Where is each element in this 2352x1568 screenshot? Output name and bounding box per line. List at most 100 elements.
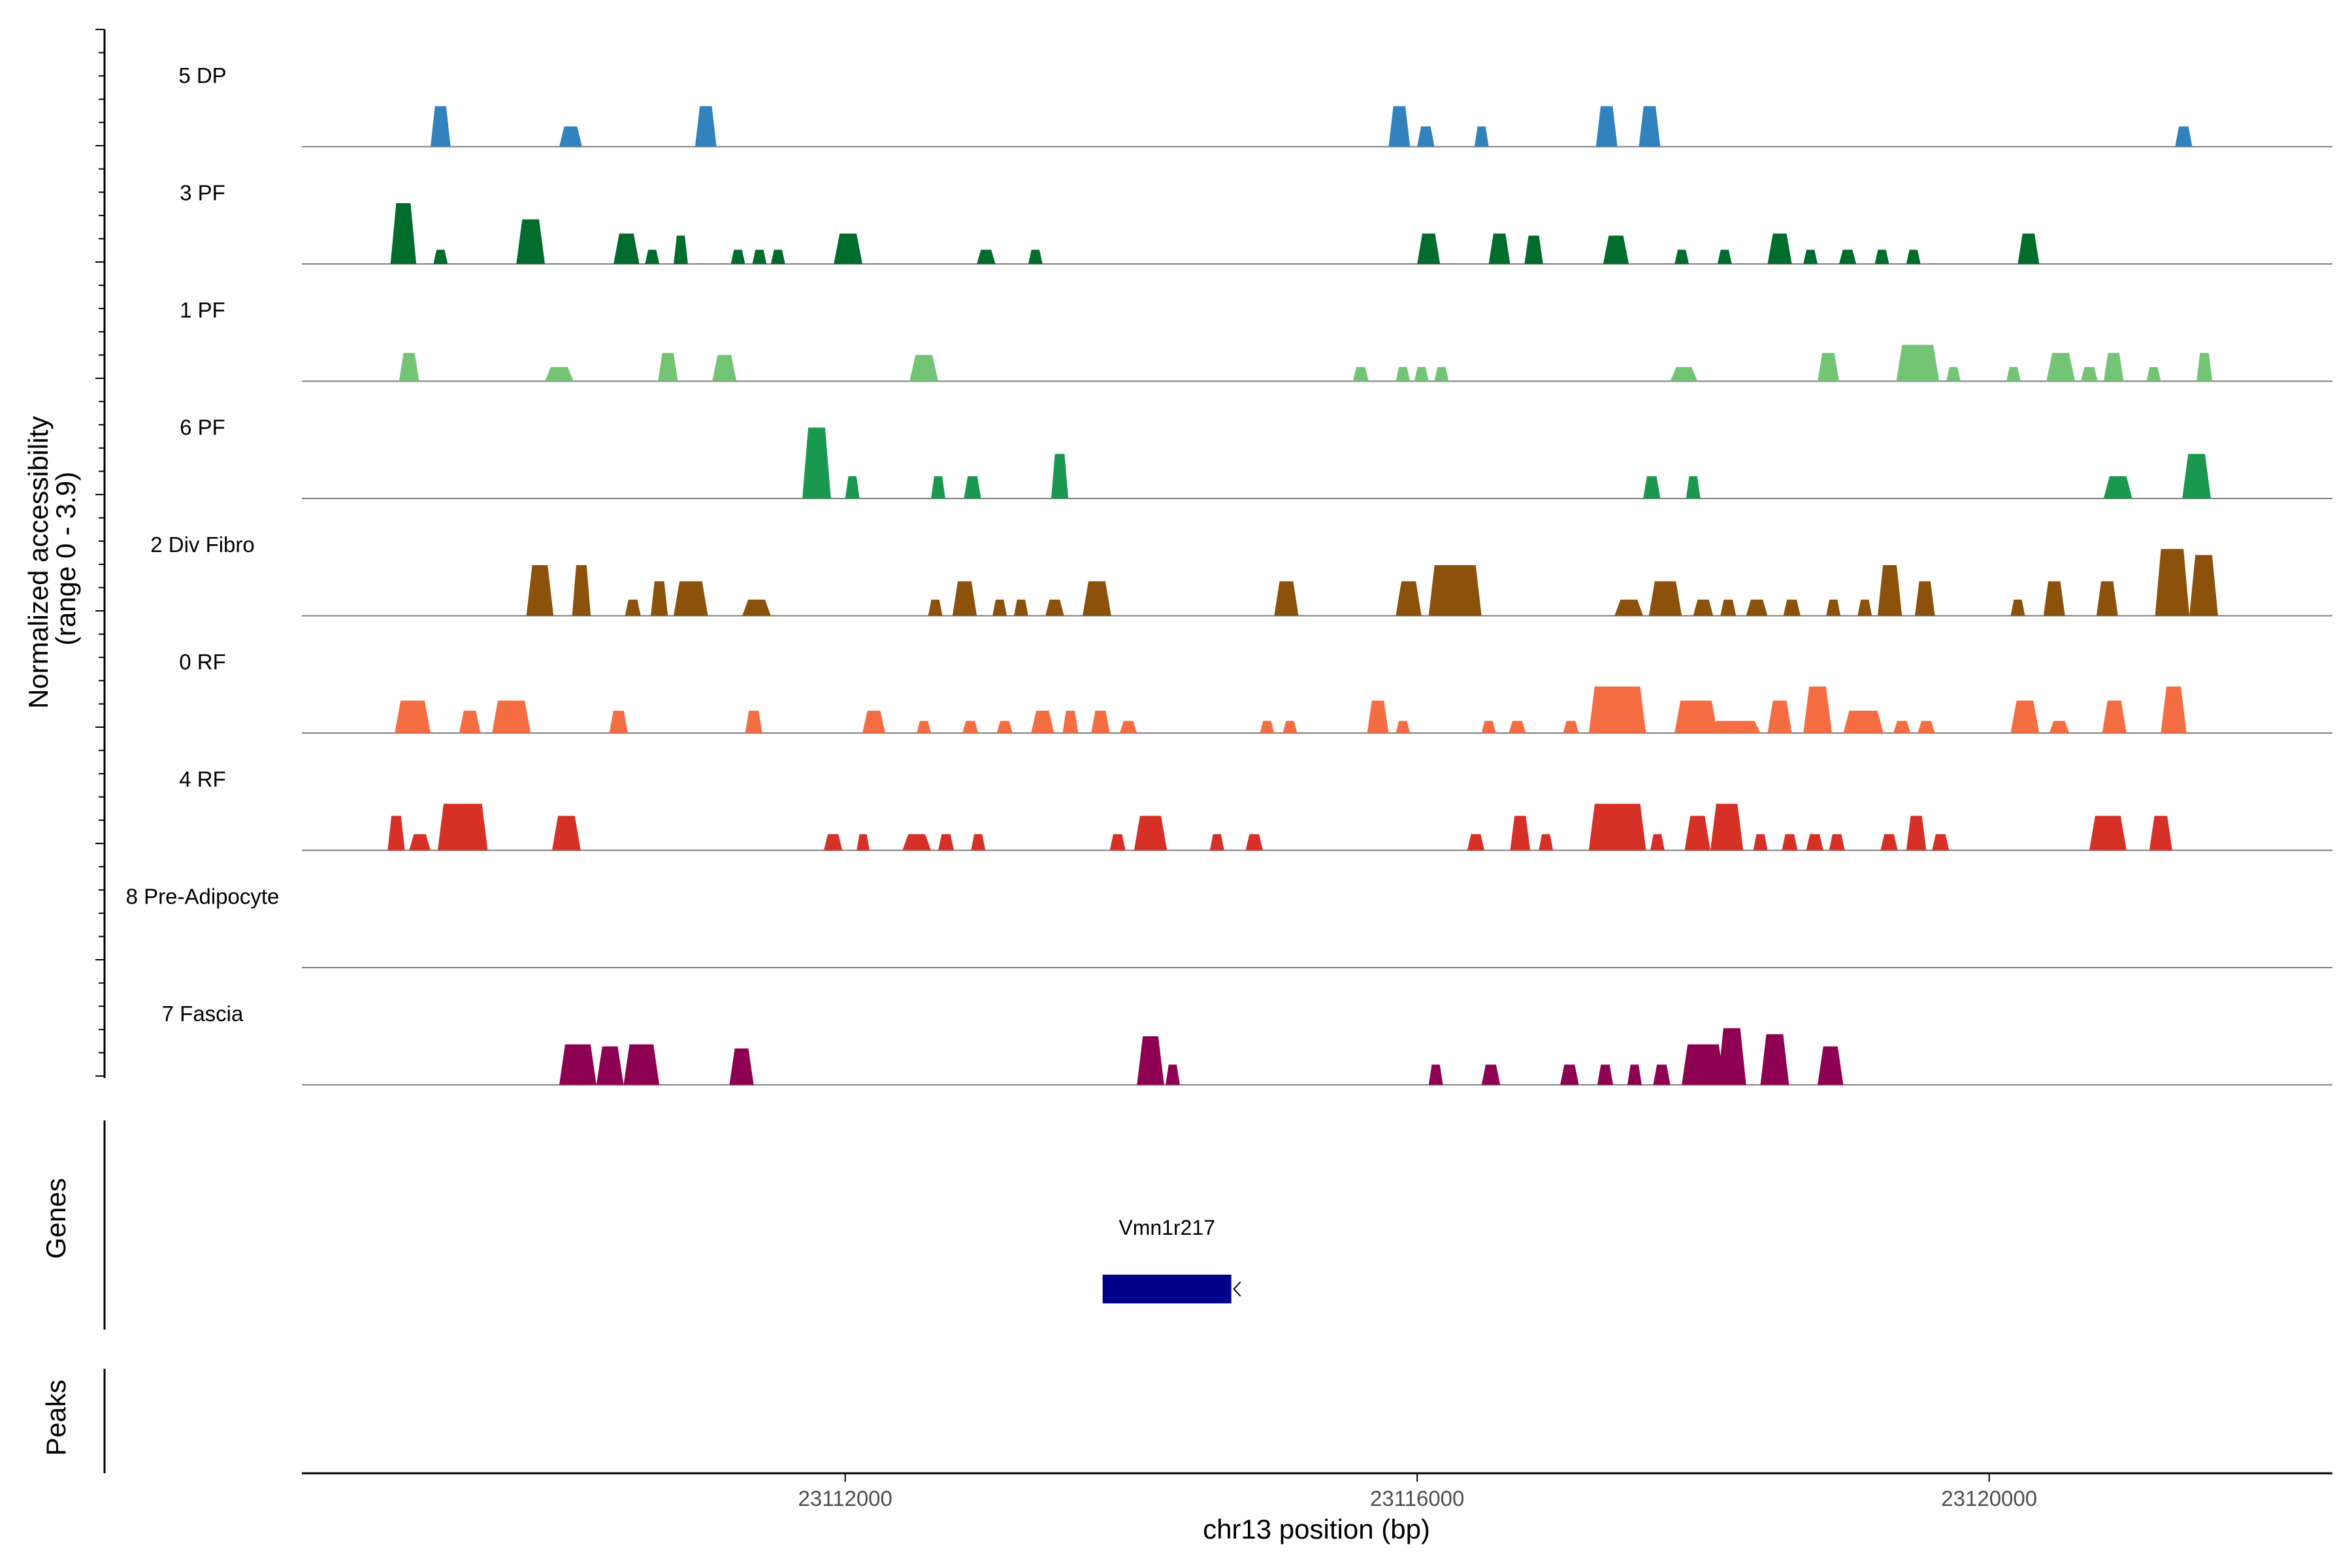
track-label: 3 PF [180,180,225,204]
coverage-peak [1693,599,1714,616]
coverage-y-ticks [95,29,105,1077]
coverage-peak [1396,721,1411,733]
coverage-peak [613,233,640,264]
coverage-peak [1674,250,1690,264]
coverage-peak [1746,599,1768,616]
coverage-peak [1509,721,1526,733]
coverage-peak [1806,834,1823,851]
coverage-peak [1428,1064,1443,1085]
coverage-peak [1062,710,1079,733]
coverage-peak [1245,834,1263,851]
coverage-peak [1686,476,1701,498]
coverage-peak [1932,834,1950,851]
coverage-peak [1209,834,1224,851]
coverage-peak [1896,344,1940,382]
coverage-peak [1614,599,1644,616]
coverage-peak [1119,721,1137,733]
coverage-peak [1597,1064,1614,1085]
coverage-peak [1838,250,1857,264]
coverage-peak [802,427,831,498]
coverage-peak [977,250,996,264]
coverage-peak [730,250,745,264]
track-label: 7 Fascia [162,1002,244,1026]
coverage-peak [1880,834,1898,851]
coverage-peak [1045,599,1064,616]
track-0-rf: 0 RF [179,649,2332,734]
coverage-peak [1826,599,1841,616]
track-5-dp: 5 DP [178,63,2332,148]
coverage-peak [399,353,419,382]
coverage-peak [1803,686,1832,733]
coverage-peak [559,1044,596,1085]
coverage-peak [433,250,448,264]
coverage-peak [437,804,488,851]
coverage-peak [1051,453,1069,498]
coverage-peak [938,834,955,851]
strand-arrow-icon [1233,1281,1241,1297]
gene-vmn1r217: Vmn1r217 [1102,1216,1241,1303]
coverage-peak [2103,353,2124,382]
track-8-pre-adipocyte: 8 Pre-Adipocyte [126,884,2332,968]
coverage-peak [1710,804,1744,851]
coverage-peak [1906,250,1921,264]
coverage-peak [552,815,581,851]
coverage-peak [1091,710,1110,733]
coverage-peak [1083,581,1111,616]
track-4-rf: 4 RF [179,767,2332,851]
coverage-peak [1653,1064,1671,1085]
coverage-peak [2182,453,2211,498]
coverage-peak [2017,233,2040,264]
coverage-tracks: 5 DP 3 PF 1 PF 6 PF 2 Div Fibro 0 RF 4 RF 8 Pre… [126,63,2332,1086]
coverage-peak [1274,581,1299,616]
x-axis-title: chr13 position (bp) [1203,1514,1430,1544]
coverage-peak [2146,367,2161,382]
coverage-peak [623,1044,660,1085]
coverage-peak [387,815,405,851]
track-label: 0 RF [179,649,226,674]
track-label: 5 DP [178,63,226,88]
coverage-peak [745,710,762,733]
y-axis-title: Normalized accessibility (range 0 - 3.9) [23,408,81,709]
coverage-peak [1918,721,1935,733]
coverage-peak [857,834,870,851]
coverage-peak [674,235,688,264]
track-label: 6 PF [180,415,225,439]
coverage-peak [1682,1044,1725,1085]
coverage-peak [1717,250,1732,264]
coverage-peak [1560,1064,1579,1085]
coverage-peak [1643,476,1661,498]
coverage-peak [657,353,678,382]
track-label: 4 RF [179,767,226,791]
coverage-peak [1857,599,1872,616]
coverage-peak [1028,250,1043,264]
coverage-peak [1874,250,1889,264]
coverage-peak [390,203,417,264]
coverage-peak [1474,126,1489,147]
coverage-peak [2096,581,2118,616]
gene-body [1102,1275,1232,1303]
coverage-peak [2161,686,2187,733]
coverage-peak [430,106,451,147]
track-label: 1 PF [180,298,225,322]
coverage-peak [559,126,582,147]
coverage-peak [1648,581,1682,616]
coverage-peak [645,250,660,264]
coverage-peak [2155,549,2190,616]
coverage-peak [625,599,641,616]
y-axis-title-line-2: (range 0 - 3.9) [50,472,81,645]
gene-label: Vmn1r217 [1119,1216,1215,1239]
coverage-peak [1843,710,1884,733]
coverage-peak [409,834,431,851]
coverage-peak [1367,700,1389,733]
coverage-peak [823,834,843,851]
coverage-peak [1914,581,1935,616]
coverage-peak [845,476,860,498]
coverage-peak [2197,353,2213,382]
coverage-peak [2046,353,2076,382]
x-tick-label: 23116000 [1370,1486,1464,1511]
coverage-peak [651,581,668,616]
coverage-peak [1753,834,1768,851]
gene-annotation-panel: Vmn1r217 [1102,1216,1241,1303]
coverage-peak [1767,233,1792,264]
